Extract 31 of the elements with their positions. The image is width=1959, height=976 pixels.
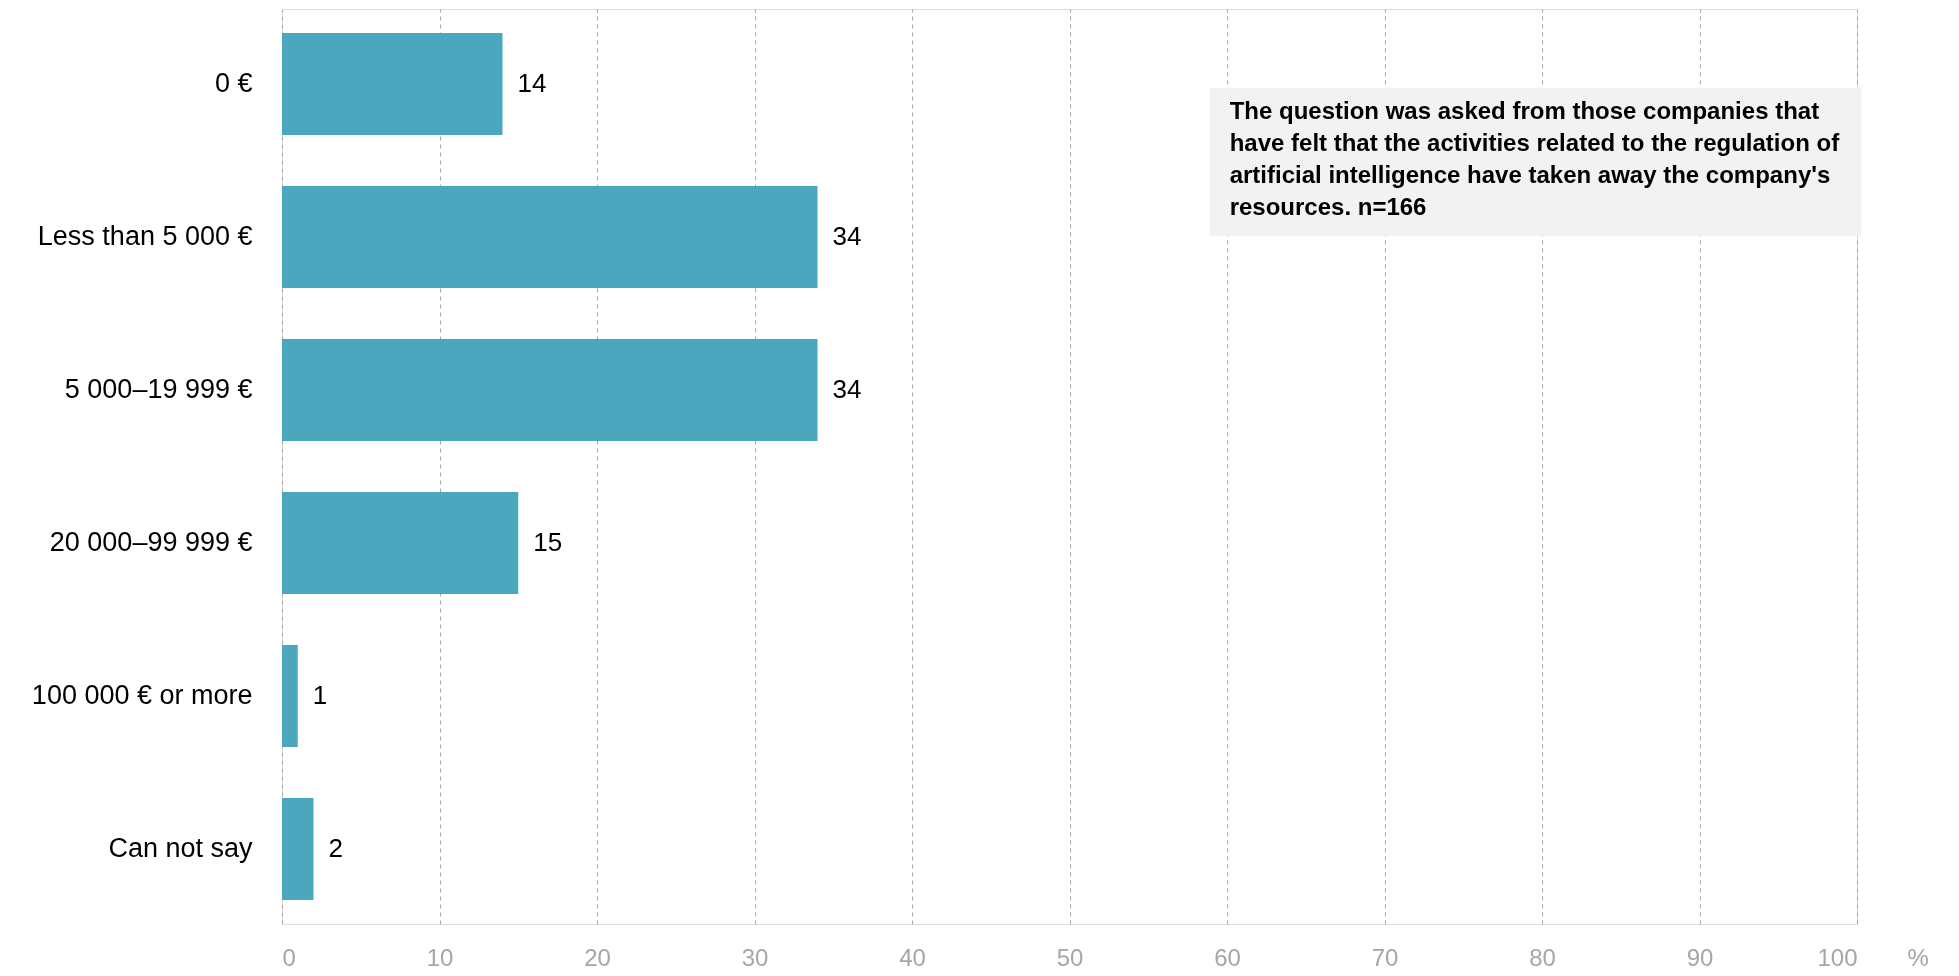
data-label: 15 — [533, 526, 563, 557]
bar — [282, 33, 503, 136]
x-tick-label: 10 — [426, 943, 454, 971]
annotation: The question was asked from those companies that have felt that the activities related to the regulation of artificial intelligence have taken away the company's resources. n=166 — [1229, 96, 1841, 220]
data-label: 14 — [517, 68, 547, 99]
data-label: 2 — [328, 832, 343, 863]
bar — [282, 797, 314, 900]
bar — [282, 491, 519, 595]
x-tick-label: 30 — [741, 943, 769, 971]
x-tick-label: 80 — [1529, 943, 1556, 971]
x-axis-title: % — [1907, 943, 1929, 971]
bar — [282, 186, 818, 289]
data-label: 34 — [832, 221, 862, 252]
x-tick-label: 0 — [282, 943, 296, 971]
y-tick-label: 20 000–99 999 € — [49, 526, 253, 557]
y-tick-label: 5 000–19 999 € — [64, 374, 253, 405]
x-tick-label: 100 — [1817, 943, 1858, 971]
y-tick-label: 100 000 € or more — [31, 679, 253, 710]
x-tick-label: 50 — [1056, 943, 1084, 971]
bar — [282, 644, 298, 747]
x-tick-label: 90 — [1686, 943, 1714, 971]
x-tick-label: 60 — [1214, 943, 1241, 971]
x-tick-label: 70 — [1371, 943, 1399, 971]
y-tick-label: Less than 5 000 € — [37, 221, 253, 252]
x-tick-label: 40 — [899, 943, 926, 971]
data-label: 1 — [312, 679, 328, 710]
y-tick-label: Can not say — [108, 832, 253, 863]
x-tick-label: 20 — [584, 943, 611, 971]
bar — [282, 338, 818, 442]
data-label: 34 — [832, 374, 862, 405]
y-tick-label: 0 € — [214, 68, 253, 99]
